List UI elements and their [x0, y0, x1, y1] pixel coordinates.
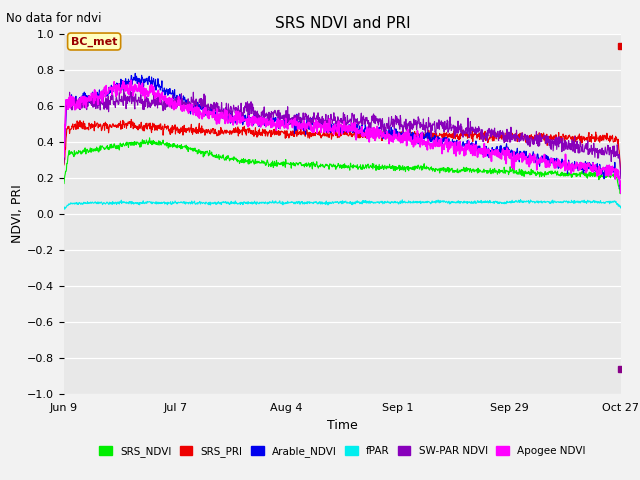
X-axis label: Time: Time — [327, 419, 358, 432]
Title: SRS NDVI and PRI: SRS NDVI and PRI — [275, 16, 410, 31]
Legend: SRS_NDVI, SRS_PRI, Arable_NDVI, fPAR, SW-PAR NDVI, Apogee NDVI: SRS_NDVI, SRS_PRI, Arable_NDVI, fPAR, SW… — [95, 442, 589, 461]
Y-axis label: NDVI, PRI: NDVI, PRI — [12, 184, 24, 243]
Text: No data for ndvi: No data for ndvi — [6, 12, 102, 25]
Text: BC_met: BC_met — [71, 36, 117, 47]
